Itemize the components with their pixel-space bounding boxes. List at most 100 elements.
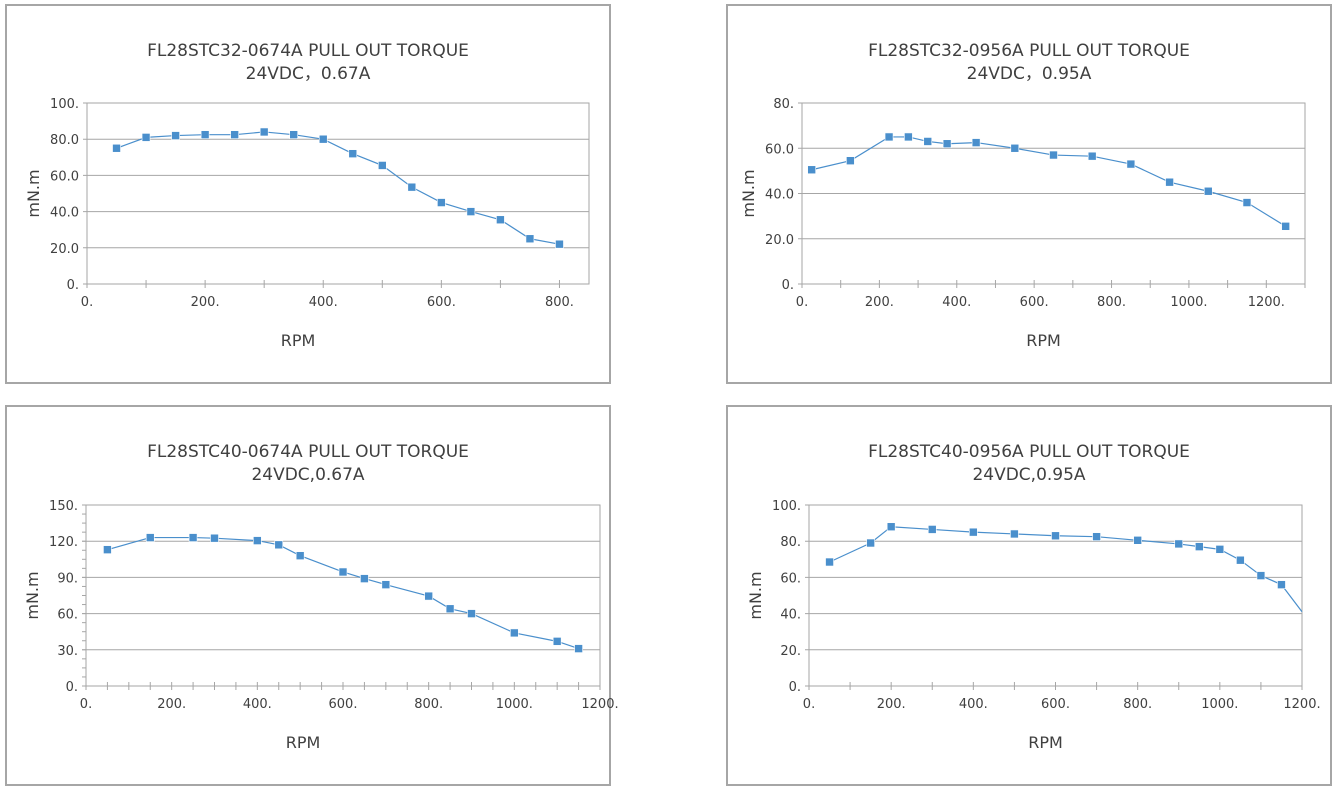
y-tick-label: 80.0 — [50, 133, 79, 148]
data-point — [1092, 532, 1101, 541]
data-point — [424, 591, 433, 601]
y-tick-label: 80. — [780, 535, 801, 550]
data-point — [1087, 151, 1097, 161]
x-tick-label: 200. — [157, 697, 186, 712]
x-tick-label: 600. — [1041, 697, 1070, 712]
x-axis-label: RPM — [286, 733, 321, 752]
data-point — [466, 207, 476, 216]
y-tick-label: 60. — [57, 608, 78, 623]
data-point — [103, 545, 112, 554]
y-tick-label: 0. — [782, 278, 794, 293]
y-tick-label: 20.0 — [50, 242, 79, 257]
data-point — [923, 137, 933, 146]
x-tick-label: 400. — [942, 295, 971, 310]
chart-2: 0. 20.0 40.0 60.0 80. 0. 200. 400. 600. 800. 1000.… — [739, 97, 1306, 350]
data-point — [360, 574, 369, 583]
x-tick-label: 1000. — [496, 697, 533, 712]
y-tick-label: 40.0 — [50, 206, 79, 221]
data-point — [188, 533, 198, 542]
y-tick-label: 20. — [780, 644, 801, 659]
data-point — [942, 139, 952, 149]
data-point — [846, 156, 855, 165]
chart-panel-4: FL28STC40-0956A PULL OUT TORQUE 24VDC,0.… — [726, 405, 1332, 786]
data-point — [145, 533, 155, 542]
y-tick-label: 100. — [772, 499, 801, 514]
chart-1: 0. 20.0 40.0 60.0 80.0 100. 0. 200. 400. 600. 800.… — [24, 97, 590, 350]
x-tick-label: 400. — [959, 697, 988, 712]
chart-title: FL28STC40-0956A PULL OUT TORQUE — [868, 442, 1190, 462]
data-point — [259, 127, 269, 137]
data-point — [825, 557, 834, 567]
data-point — [437, 198, 446, 207]
data-point — [1010, 143, 1020, 153]
y-axis-label: mN.m — [739, 169, 758, 217]
y-tick-label: 60.0 — [765, 142, 794, 157]
data-point — [1126, 159, 1136, 169]
data-point — [112, 143, 121, 153]
y-tick-label: 60.0 — [50, 169, 79, 184]
x-tick-label: 1200. — [581, 697, 618, 712]
data-point — [1133, 535, 1142, 545]
data-point — [1236, 555, 1245, 565]
chart-subtitle: 24VDC，0.67A — [245, 64, 371, 84]
data-point — [200, 130, 210, 139]
y-axis-label: mN.m — [23, 571, 42, 619]
data-point — [1051, 531, 1060, 541]
data-point — [884, 132, 894, 142]
data-point — [807, 165, 816, 175]
chart-3: 0. 30. 60. 90. 120. 150. 0. 200. 400. 600. 800. 100… — [23, 499, 619, 752]
series-line — [811, 136, 1286, 227]
y-tick-label: 150. — [49, 499, 78, 514]
data-point — [1010, 529, 1019, 539]
y-tick-label: 60. — [780, 571, 801, 586]
y-tick-label: 40.0 — [765, 188, 794, 203]
y-tick-label: 100. — [50, 97, 79, 112]
y-tick-label: 20.0 — [765, 233, 794, 248]
y-tick-label: 40. — [780, 608, 801, 623]
y-tick-label: 90. — [57, 571, 78, 586]
x-tick-label: 200. — [865, 295, 894, 310]
data-point — [348, 149, 358, 158]
data-point — [141, 133, 151, 142]
data-point — [338, 567, 348, 577]
x-tick-label: 600. — [329, 697, 358, 712]
plot-area — [86, 102, 590, 285]
series-line — [829, 526, 1303, 613]
chart-panel-1: FL28STC32-0674A PULL OUT TORQUE 24VDC，0.… — [5, 4, 611, 384]
x-tick-label: 400. — [309, 295, 338, 310]
chart-title: FL28STC32-0956A PULL OUT TORQUE — [868, 41, 1190, 61]
data-point — [210, 533, 219, 543]
data-point — [318, 134, 328, 144]
x-tick-label: 800. — [1123, 697, 1152, 712]
chart-subtitle: 24VDC，0.95A — [966, 64, 1092, 84]
data-point — [230, 130, 239, 139]
x-tick-label: 1200. — [1283, 697, 1320, 712]
y-axis-label: mN.m — [24, 169, 43, 217]
x-tick-label: 800. — [545, 295, 574, 310]
chart-title: FL28STC40-0674A PULL OUT TORQUE — [147, 442, 469, 462]
data-point — [510, 628, 519, 638]
data-point — [1049, 150, 1058, 160]
data-point — [1277, 580, 1286, 589]
y-tick-label: 0. — [66, 680, 78, 695]
data-point — [295, 551, 305, 560]
data-point — [1215, 545, 1225, 554]
data-point — [171, 131, 180, 140]
x-tick-label: 1000. — [1201, 697, 1238, 712]
data-point — [381, 580, 391, 589]
data-point — [445, 604, 455, 614]
chart-subtitle: 24VDC,0.95A — [972, 465, 1086, 485]
data-point — [1165, 177, 1174, 187]
y-tick-label: 120. — [49, 535, 78, 550]
x-axis-label: RPM — [281, 331, 316, 350]
data-point — [1242, 198, 1252, 207]
x-tick-label: 800. — [414, 697, 443, 712]
chart-title: FL28STC32-0674A PULL OUT TORQUE — [147, 41, 469, 61]
series-line — [116, 131, 560, 245]
x-tick-label: 1000. — [1170, 295, 1207, 310]
data-point — [927, 525, 937, 534]
data-point — [969, 527, 978, 537]
x-tick-label: 0. — [803, 697, 815, 712]
x-tick-label: 600. — [427, 295, 456, 310]
